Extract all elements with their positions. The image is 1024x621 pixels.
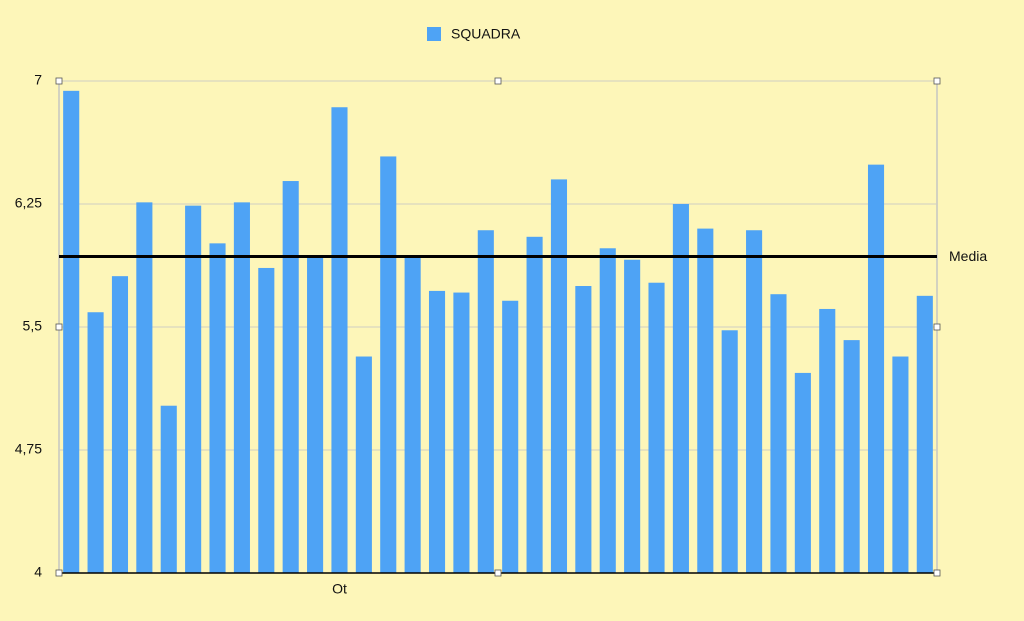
bar <box>87 312 104 573</box>
selection-handle <box>933 569 941 577</box>
bar <box>453 292 470 573</box>
bar <box>160 405 177 573</box>
bar <box>892 356 909 573</box>
bar <box>404 256 421 573</box>
bar <box>331 107 348 574</box>
bar <box>526 236 543 574</box>
bar <box>477 230 494 574</box>
bar <box>575 286 592 573</box>
selection-handle <box>933 77 941 85</box>
bar <box>819 308 836 573</box>
bar <box>746 230 763 574</box>
selection-handle <box>933 323 941 331</box>
bar <box>258 267 275 573</box>
bar <box>624 259 641 573</box>
bar <box>648 282 665 573</box>
bar <box>282 181 299 574</box>
y-tick-label: 6,25 <box>15 195 42 211</box>
bar <box>185 205 202 573</box>
selection-handle <box>55 323 63 331</box>
reference-label: Media <box>949 248 987 264</box>
legend-swatch <box>427 27 441 41</box>
bar <box>697 228 714 573</box>
bar <box>721 330 738 573</box>
bar <box>428 290 446 573</box>
selection-handle <box>494 77 502 85</box>
bar <box>355 356 372 573</box>
bar <box>550 179 568 573</box>
y-tick-label: 4 <box>34 564 42 580</box>
bar <box>867 164 885 573</box>
x-tick-label: Ot <box>332 581 347 597</box>
bar <box>209 243 226 574</box>
bar <box>672 204 689 573</box>
bar <box>502 300 519 573</box>
bar <box>770 294 787 573</box>
bar <box>599 248 616 573</box>
selection-handle <box>494 569 502 577</box>
bar <box>233 202 250 574</box>
bar <box>136 202 153 574</box>
bar <box>380 156 397 573</box>
bar <box>843 340 860 573</box>
bar <box>794 372 811 573</box>
bar <box>111 276 129 573</box>
legend-label: SQUADRA <box>451 26 521 42</box>
bar <box>307 256 324 573</box>
bar <box>63 90 80 573</box>
y-tick-label: 4,75 <box>15 441 42 457</box>
selection-handle <box>55 569 63 577</box>
y-tick-label: 7 <box>34 72 42 88</box>
y-tick-label: 5,5 <box>23 318 43 334</box>
bar <box>916 295 933 573</box>
selection-handle <box>55 77 63 85</box>
